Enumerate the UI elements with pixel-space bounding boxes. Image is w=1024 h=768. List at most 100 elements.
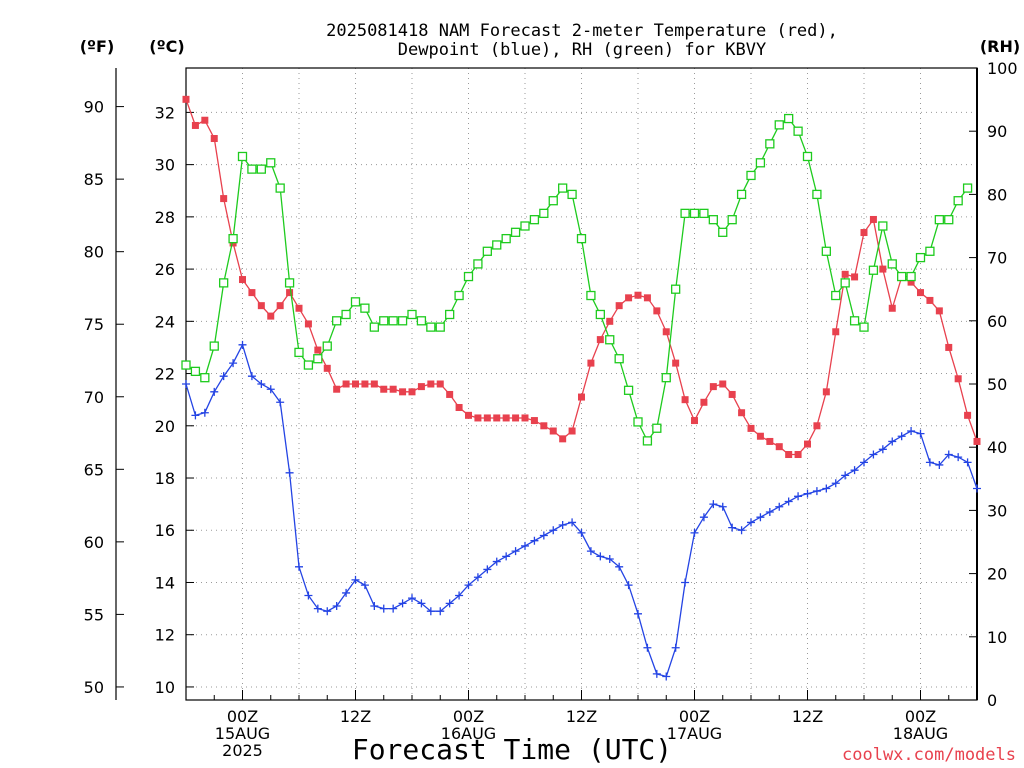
fahrenheit-unit-label: (ºF) [80, 37, 115, 56]
f-tick-label: 70 [84, 388, 104, 407]
rh-point [294, 347, 304, 358]
x-axis-label: Forecast Time (UTC) [352, 733, 672, 766]
f-tick-label: 50 [84, 678, 104, 697]
dewpoint-point [483, 565, 492, 574]
dewpoint-point [210, 387, 219, 396]
dewpoint-point [784, 497, 793, 506]
dewpoint-point [907, 427, 916, 436]
c-tick-label: 22 [155, 365, 175, 384]
temperature-point [653, 307, 661, 315]
dewpoint-point [812, 487, 821, 496]
axes: 50 55 60 65 70 75 80 85 90 10 12 14 16 18 20 22 24 26 28 30… [84, 59, 1018, 760]
rh-point [586, 290, 596, 301]
rh-point [190, 366, 201, 377]
dewpoint-point [417, 599, 426, 608]
x-tick-label: 00Z [905, 707, 936, 726]
data-series [182, 96, 981, 681]
rh-point [209, 341, 219, 351]
temperature-point [257, 302, 265, 310]
rh-point [906, 271, 916, 282]
rh-point [284, 278, 295, 288]
dewpoint-point [304, 591, 313, 600]
temperature-point [719, 380, 727, 388]
temperature-point [879, 265, 887, 273]
dewpoint-point [634, 609, 642, 618]
temperature-point [220, 195, 228, 203]
dewpoint-point [379, 604, 388, 613]
temperature-point [917, 289, 924, 297]
rh-point [689, 208, 700, 219]
rh-point [379, 316, 389, 326]
temperature-point [295, 304, 303, 312]
temperature-point [549, 427, 557, 435]
rh-point [802, 151, 813, 162]
rh-point [539, 208, 549, 219]
dewpoint-point [681, 578, 690, 587]
temperature-point [201, 116, 209, 124]
chart-subtitle: Dewpoint (blue), RH (green) for KBVY [398, 40, 766, 60]
dewpoint-point [464, 581, 473, 590]
temperature-point [964, 411, 972, 419]
dewpoint-point [624, 581, 633, 590]
rh-point [388, 316, 398, 326]
rh-point [605, 335, 615, 345]
rh-point [435, 322, 445, 332]
temperature-point [427, 380, 435, 388]
rh-point [576, 233, 587, 244]
dewpoint-point [718, 502, 727, 511]
rh-point [520, 221, 530, 231]
rh-point [397, 316, 408, 326]
dewpoint-point [398, 599, 407, 608]
dewpoint-point [935, 460, 944, 469]
temperature-point [540, 422, 548, 430]
rh-point [510, 227, 521, 237]
f-tick-label: 90 [84, 98, 104, 117]
dewpoint-point [558, 521, 567, 530]
rh-point [934, 215, 944, 225]
temperature-point [512, 414, 520, 422]
temperature-point [738, 409, 746, 417]
temperature-point [596, 336, 604, 344]
temperature-point [276, 302, 284, 310]
dewpoint-point [699, 513, 708, 522]
dewpoint-point [690, 528, 699, 537]
dewpoint-point [737, 526, 746, 535]
rh-point [868, 265, 879, 275]
temperature-point [248, 289, 256, 297]
rh-point [774, 120, 784, 130]
f-tick-label: 55 [84, 605, 104, 624]
temperature-point [286, 289, 294, 297]
c-tick-label: 26 [155, 260, 175, 279]
rh-point [426, 322, 436, 332]
c-tick-label: 14 [155, 573, 175, 592]
x-tick-label: 17AUG [667, 724, 722, 743]
rh-point [303, 360, 314, 370]
dewpoint-point [643, 643, 652, 652]
rh-point [247, 164, 257, 174]
dewpoint-point [257, 380, 266, 388]
temperature-point [691, 417, 698, 425]
temperature-point [634, 291, 642, 299]
rh-point [416, 316, 427, 326]
celsius-unit-label: (ºC) [149, 37, 184, 56]
dewpoint-point [436, 607, 445, 616]
dewpoint-point [756, 513, 765, 522]
rh-point [727, 215, 737, 225]
dewpoint-point [455, 591, 464, 600]
temperature-point [210, 135, 218, 143]
rh-tick-label: 30 [987, 501, 1007, 520]
dewpoint-point [728, 523, 737, 532]
x-tick-label: 00Z [227, 707, 258, 726]
rh-point [228, 233, 238, 244]
dewpoint-point [850, 466, 859, 475]
c-tick-label: 20 [155, 417, 175, 436]
rh-point [369, 322, 379, 332]
dewpoint-point [238, 340, 247, 349]
dewpoint-point [803, 489, 812, 498]
temperature-point [775, 443, 783, 451]
dewpoint-point [888, 437, 897, 446]
rh-tick-label: 70 [987, 249, 1007, 268]
dewpoint-point [671, 643, 680, 652]
temperature-point [606, 317, 614, 325]
